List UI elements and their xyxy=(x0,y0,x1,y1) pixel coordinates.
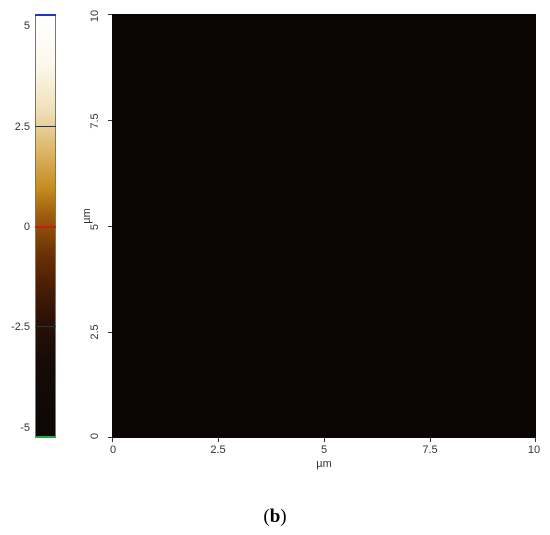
colorbar-label-minus-2-5: -2.5 xyxy=(11,321,30,333)
figure-caption: (b) xyxy=(245,506,305,528)
colorbar-zero-marker xyxy=(35,226,56,228)
x-tick-label-2-5: 2.5 xyxy=(210,444,226,456)
afm-topography-image xyxy=(112,14,536,438)
x-tickmark-10 xyxy=(535,438,536,442)
colorbar-label-0: 0 xyxy=(23,221,30,233)
x-tickmark-2-5 xyxy=(218,438,219,442)
caption-close-paren: ) xyxy=(280,506,287,527)
x-tickmark-5 xyxy=(324,438,325,442)
y-tickmark-10 xyxy=(108,14,112,15)
colorbar-label-5: 5 xyxy=(23,20,30,32)
y-tick-label-2-5: 2.5 xyxy=(89,324,101,340)
y-tickmark-0 xyxy=(108,437,112,438)
caption-open-paren: ( xyxy=(263,506,270,527)
colorbar-label-2-5: 2.5 xyxy=(14,121,30,133)
x-tick-label-10: 10 xyxy=(527,444,541,456)
colorbar-max-marker xyxy=(35,14,56,16)
y-tickmark-5 xyxy=(108,226,112,227)
colorbar-min-marker xyxy=(35,436,56,438)
colorbar-tick-2-5 xyxy=(35,126,56,127)
x-tick-label-7-5: 7.5 xyxy=(422,444,438,456)
x-tickmark-0 xyxy=(112,438,113,442)
y-tickmark-2-5 xyxy=(108,332,112,333)
y-tick-label-7-5: 7.5 xyxy=(89,113,101,129)
x-tickmark-7-5 xyxy=(430,438,431,442)
caption-letter: b xyxy=(269,506,281,527)
y-axis-unit: µm xyxy=(81,208,93,224)
y-tick-label-10: 10 xyxy=(89,9,101,23)
x-tick-label-0: 0 xyxy=(109,444,117,456)
x-axis-unit: µm xyxy=(316,458,332,470)
colorbar-tick-minus-2-5 xyxy=(35,326,56,327)
x-tick-label-5: 5 xyxy=(320,444,328,456)
y-tickmark-7-5 xyxy=(108,120,112,121)
colorbar-label-minus-5: -5 xyxy=(20,422,30,434)
